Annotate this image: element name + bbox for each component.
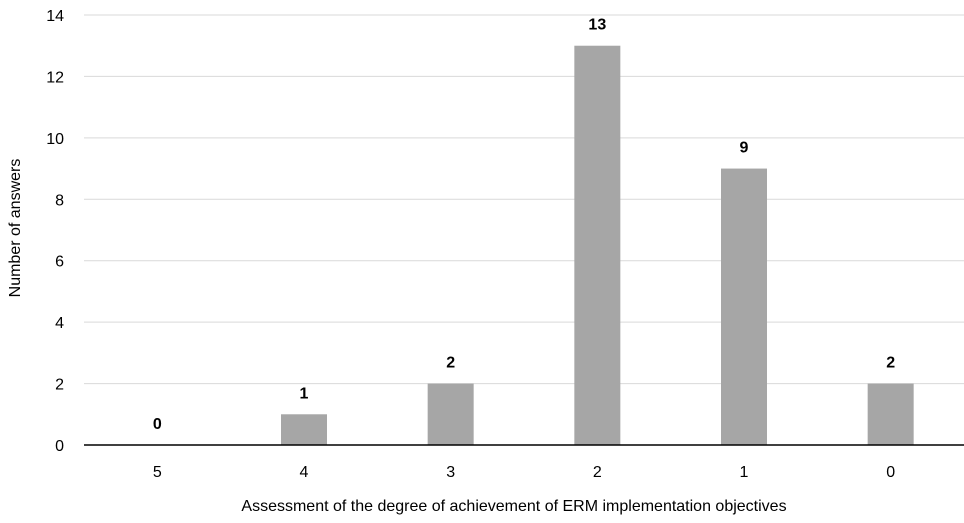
x-axis-ticks: 5 4 3 2 1 0 (153, 464, 895, 481)
gridlines (84, 15, 964, 384)
bar (868, 384, 914, 445)
x-tick-label: 5 (153, 464, 162, 481)
data-label: 0 (153, 416, 162, 433)
y-axis-title: Number of answers (7, 159, 24, 298)
y-tick-label: 4 (55, 315, 64, 332)
x-tick-label: 2 (593, 464, 602, 481)
y-tick-label: 6 (55, 254, 64, 271)
data-labels: 0 1 2 13 9 2 (153, 17, 895, 433)
bar (281, 414, 327, 445)
x-tick-label: 4 (300, 464, 309, 481)
data-label: 1 (300, 385, 309, 402)
y-tick-label: 2 (55, 377, 64, 394)
bars (281, 46, 914, 445)
bar (574, 46, 620, 445)
data-label: 13 (588, 17, 606, 34)
data-label: 2 (446, 355, 455, 372)
y-tick-label: 10 (46, 131, 64, 148)
data-label: 9 (740, 140, 749, 157)
y-tick-label: 14 (46, 8, 64, 25)
x-tick-label: 0 (886, 464, 895, 481)
x-tick-label: 1 (740, 464, 749, 481)
y-tick-label: 12 (46, 69, 64, 86)
bar (428, 384, 474, 445)
bar (721, 169, 767, 445)
x-tick-label: 3 (446, 464, 455, 481)
y-axis-ticks: 0 2 4 6 8 10 12 14 (46, 8, 64, 455)
data-label: 2 (886, 355, 895, 372)
y-tick-label: 0 (55, 438, 64, 455)
x-axis-title: Assessment of the degree of achievement … (241, 498, 786, 515)
y-tick-label: 8 (55, 192, 64, 209)
